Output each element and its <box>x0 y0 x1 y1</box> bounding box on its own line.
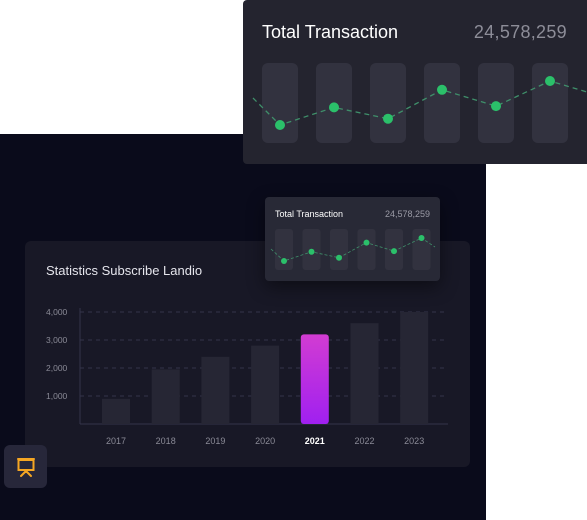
sparkline-point <box>275 120 285 130</box>
y-tick-label: 1,000 <box>46 391 68 401</box>
x-tick-label: 2018 <box>156 436 176 446</box>
mini-sparkline <box>270 229 436 270</box>
sparkline-line <box>270 237 436 262</box>
x-tick-label: 2020 <box>255 436 275 446</box>
sparkline-column <box>412 229 431 270</box>
bar-highlighted[interactable] <box>300 334 329 424</box>
sparkline-point <box>329 102 339 113</box>
y-tick-label: 3,000 <box>46 335 68 345</box>
sparkline-column <box>424 63 460 143</box>
sparkline-point <box>437 84 447 95</box>
bar[interactable] <box>151 369 180 424</box>
sparkline-point <box>281 258 287 264</box>
x-tick-label: 2021 <box>305 436 325 446</box>
chart-title: Statistics Subscribe Landio <box>46 263 203 278</box>
sparkline-point <box>391 248 397 255</box>
sparkline-column <box>357 229 376 270</box>
bar[interactable] <box>350 323 379 424</box>
bar[interactable] <box>201 356 230 424</box>
sparkline-point <box>383 113 393 124</box>
sparkline-point <box>363 239 370 246</box>
transaction-card-value: 24,578,259 <box>473 22 567 42</box>
sparkline-point <box>336 254 342 261</box>
sparkline-point <box>308 248 315 255</box>
x-tick-label: 2017 <box>106 436 126 446</box>
sparkline-point <box>491 101 501 112</box>
sparkline-column <box>370 63 406 143</box>
x-tick-label: 2022 <box>354 436 374 446</box>
mini-card-value: 24,578,259 <box>384 209 430 219</box>
x-tick-label: 2023 <box>404 436 424 446</box>
sparkline-column <box>330 229 348 270</box>
bar[interactable] <box>400 312 429 424</box>
transaction-card-small: Total Transaction 24,578,259 <box>265 197 440 281</box>
mini-card-title: Total Transaction <box>275 209 344 219</box>
transaction-card-title: Total Transaction <box>262 22 399 42</box>
bar[interactable] <box>102 398 130 424</box>
y-tick-label: 4,000 <box>46 307 68 317</box>
transaction-card-large: Total Transaction 24,578,259 <box>243 0 587 164</box>
x-tick-label: 2019 <box>205 436 225 446</box>
transaction-sparkline <box>252 63 587 143</box>
sparkline-point <box>418 235 425 241</box>
sparkline-column <box>262 63 298 143</box>
bar[interactable] <box>251 345 280 424</box>
y-tick-label: 2,000 <box>46 363 68 373</box>
sparkline-point <box>545 76 555 86</box>
presentation-icon <box>16 457 35 477</box>
presentation-button[interactable] <box>4 445 47 488</box>
sparkline-column <box>532 63 568 143</box>
sparkline-line <box>252 80 587 126</box>
bar-chart: 1,000 2,000 3,000 4,000 2017 2018 2019 2020 2021… <box>46 307 448 446</box>
